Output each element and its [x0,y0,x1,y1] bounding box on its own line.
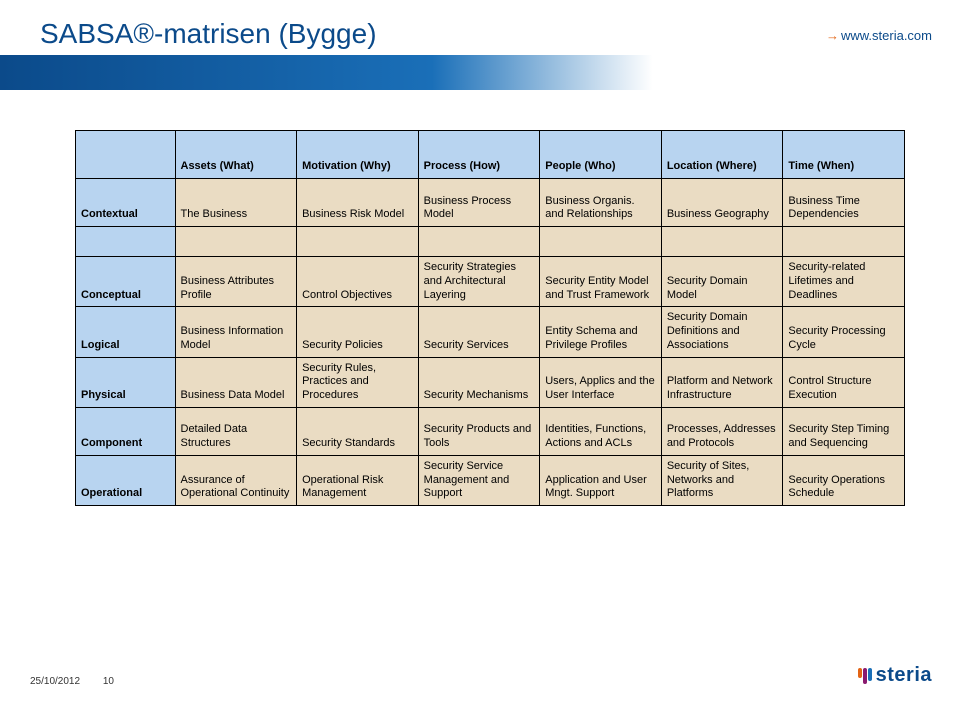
row-header: Conceptual [76,257,176,307]
matrix-cell: Security-related Lifetimes and Deadlines [783,257,905,307]
matrix-cell: Security Processing Cycle [783,307,905,357]
footer-date: 25/10/2012 [30,676,80,687]
matrix-cell: The Business [175,179,297,227]
arrow-icon: → [826,28,839,43]
gap-cell [297,227,419,257]
matrix-cell: Business Data Model [175,357,297,407]
gap-cell [540,227,662,257]
gap-cell [418,227,540,257]
header: SABSA®-matrisen (Bygge) →www.steria.com [0,0,960,90]
matrix-cell: Detailed Data Structures [175,407,297,455]
row-header: Component [76,407,176,455]
gap-cell [76,227,176,257]
logo: steria [858,664,932,687]
matrix-cell: Application and User Mngt. Support [540,455,662,505]
matrix-cell: Security Standards [297,407,419,455]
row-header: Physical [76,357,176,407]
matrix-cell: Assurance of Operational Continuity [175,455,297,505]
column-header: Process (How) [418,131,540,179]
matrix-cell: Security Service Management and Support [418,455,540,505]
matrix-cell: Security Entity Model and Trust Framewor… [540,257,662,307]
logo-text: steria [876,664,932,687]
matrix-cell: Platform and Network Infrastructure [661,357,783,407]
sabsa-matrix-table: Assets (What)Motivation (Why)Process (Ho… [75,130,905,506]
footer-page: 10 [103,676,114,687]
site-url: →www.steria.com [826,28,932,43]
matrix-cell: Control Objectives [297,257,419,307]
matrix-cell: Business Time Dependencies [783,179,905,227]
matrix-cell: Security Policies [297,307,419,357]
matrix-cell: Security Strategies and Architectural La… [418,257,540,307]
matrix-cell: Security Services [418,307,540,357]
logo-marks-icon [858,668,872,687]
footer: 25/10/2012 10 [30,676,114,687]
column-header: Time (When) [783,131,905,179]
matrix-cell: Business Attributes Profile [175,257,297,307]
matrix-cell: Operational Risk Management [297,455,419,505]
matrix-cell: Security Step Timing and Sequencing [783,407,905,455]
column-header [76,131,176,179]
matrix-cell: Security Rules, Practices and Procedures [297,357,419,407]
matrix-cell: Business Process Model [418,179,540,227]
matrix-cell: Identities, Functions, Actions and ACLs [540,407,662,455]
matrix-cell: Security of Sites, Networks and Platform… [661,455,783,505]
gap-cell [783,227,905,257]
gap-cell [661,227,783,257]
column-header: People (Who) [540,131,662,179]
matrix-cell: Business Information Model [175,307,297,357]
matrix-cell: Business Geography [661,179,783,227]
matrix-cell: Security Domain Definitions and Associat… [661,307,783,357]
column-header: Assets (What) [175,131,297,179]
matrix-cell: Entity Schema and Privilege Profiles [540,307,662,357]
matrix-cell: Control Structure Execution [783,357,905,407]
matrix-cell: Security Domain Model [661,257,783,307]
column-header: Motivation (Why) [297,131,419,179]
row-header: Contextual [76,179,176,227]
row-header: Logical [76,307,176,357]
matrix-cell: Users, Applics and the User Interface [540,357,662,407]
slide-title: SABSA®-matrisen (Bygge) [40,18,377,50]
matrix-cell: Business Risk Model [297,179,419,227]
matrix-cell: Security Operations Schedule [783,455,905,505]
site-url-text: www.steria.com [841,28,932,43]
matrix-cell: Processes, Addresses and Protocols [661,407,783,455]
content: Assets (What)Motivation (Why)Process (Ho… [0,90,960,506]
header-band [0,55,960,90]
matrix-cell: Business Organis. and Relationships [540,179,662,227]
matrix-cell: Security Mechanisms [418,357,540,407]
matrix-cell: Security Products and Tools [418,407,540,455]
gap-cell [175,227,297,257]
row-header: Operational [76,455,176,505]
column-header: Location (Where) [661,131,783,179]
